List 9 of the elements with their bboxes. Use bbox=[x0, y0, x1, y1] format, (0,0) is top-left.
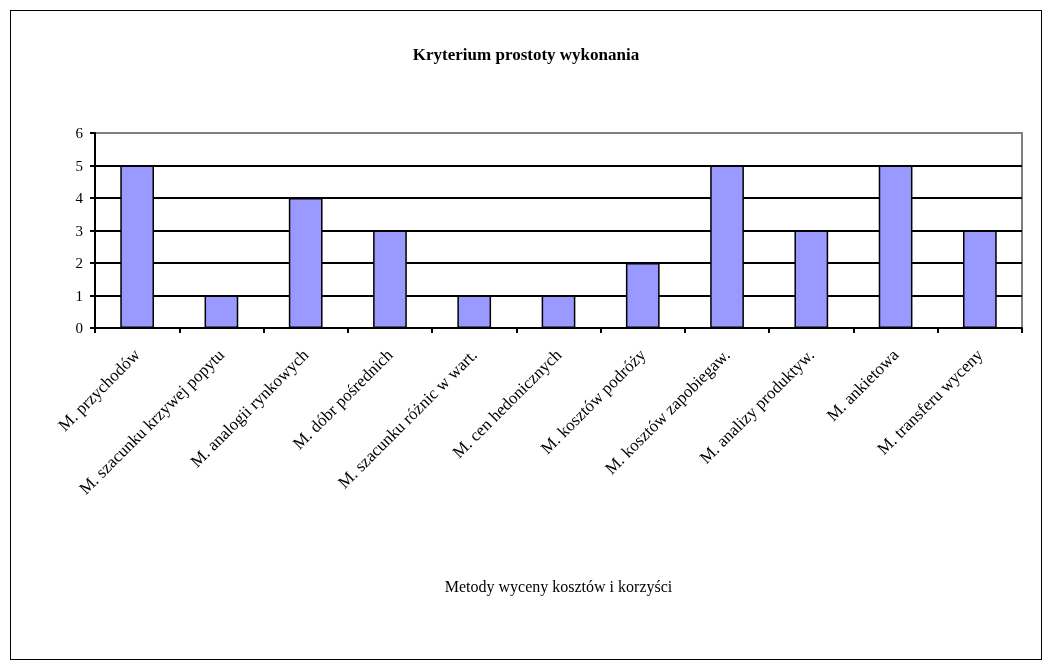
y-tick-label: 0 bbox=[75, 320, 83, 336]
y-tick-label: 6 bbox=[75, 125, 84, 141]
x-axis-title: Metody wyceny kosztów i korzyści bbox=[444, 577, 673, 596]
y-tick-label: 4 bbox=[75, 190, 84, 206]
y-tick-label: 2 bbox=[75, 255, 83, 271]
chart-title: Kryterium prostoty wykonania bbox=[412, 45, 640, 64]
y-tick-label: 5 bbox=[75, 157, 83, 174]
y-tick-label: 3 bbox=[75, 222, 83, 239]
y-tick-label: 1 bbox=[75, 287, 83, 304]
